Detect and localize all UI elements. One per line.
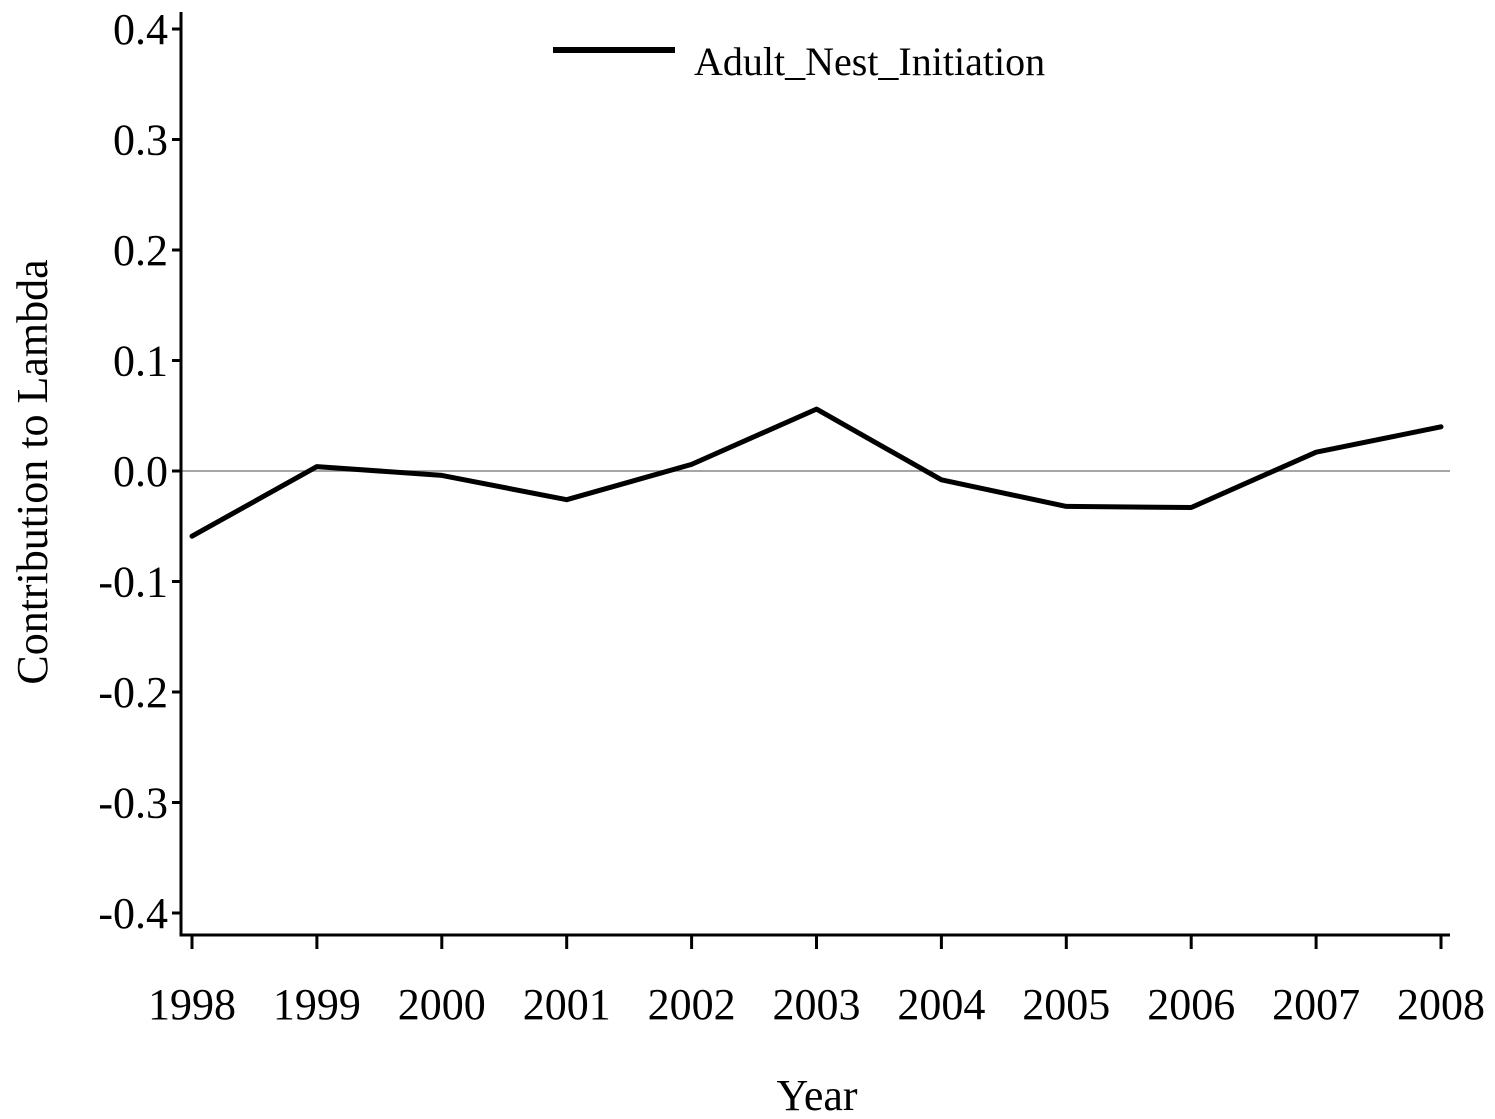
series-group — [189, 406, 1444, 539]
x-tick-label: 1998 — [148, 980, 236, 1029]
y-tick-label: 0.4 — [113, 5, 168, 54]
x-tick-label: 2001 — [523, 980, 611, 1029]
y-tick-label: 0.1 — [113, 337, 168, 386]
legend: Adult_Nest_Initiation — [553, 39, 1045, 84]
x-tick-label: 2000 — [398, 980, 486, 1029]
x-tick-label: 2003 — [773, 980, 861, 1029]
x-tick-label: 2004 — [897, 980, 985, 1029]
y-tick-label: -0.4 — [98, 889, 168, 938]
y-tick-label: 0.0 — [113, 447, 168, 496]
y-axis-title: Contribution to Lambda — [8, 259, 57, 684]
x-tick-label: 1999 — [273, 980, 361, 1029]
x-tick-label: 2002 — [648, 980, 736, 1029]
y-axis-ticks: -0.4 -0.3 -0.2 -0.1 0.0 0.1 0.2 0.3 0.4 — [98, 5, 181, 938]
y-tick-label: 0.3 — [113, 116, 168, 165]
x-axis-ticks: 1998 1999 2000 2001 2002 2003 2004 2005 2006 2007… — [148, 935, 1485, 1029]
y-tick-label: -0.1 — [98, 558, 168, 607]
x-tick-label: 2008 — [1397, 980, 1485, 1029]
y-tick-label: 0.2 — [113, 226, 168, 275]
x-tick-label: 2005 — [1022, 980, 1110, 1029]
y-tick-label: -0.2 — [98, 668, 168, 717]
legend-label: Adult_Nest_Initiation — [694, 39, 1045, 84]
y-tick-label: -0.3 — [98, 779, 168, 828]
x-axis-title: Year — [776, 1071, 857, 1119]
x-tick-label: 2007 — [1272, 980, 1360, 1029]
series-line — [189, 406, 1444, 539]
x-tick-label: 2006 — [1147, 980, 1235, 1029]
